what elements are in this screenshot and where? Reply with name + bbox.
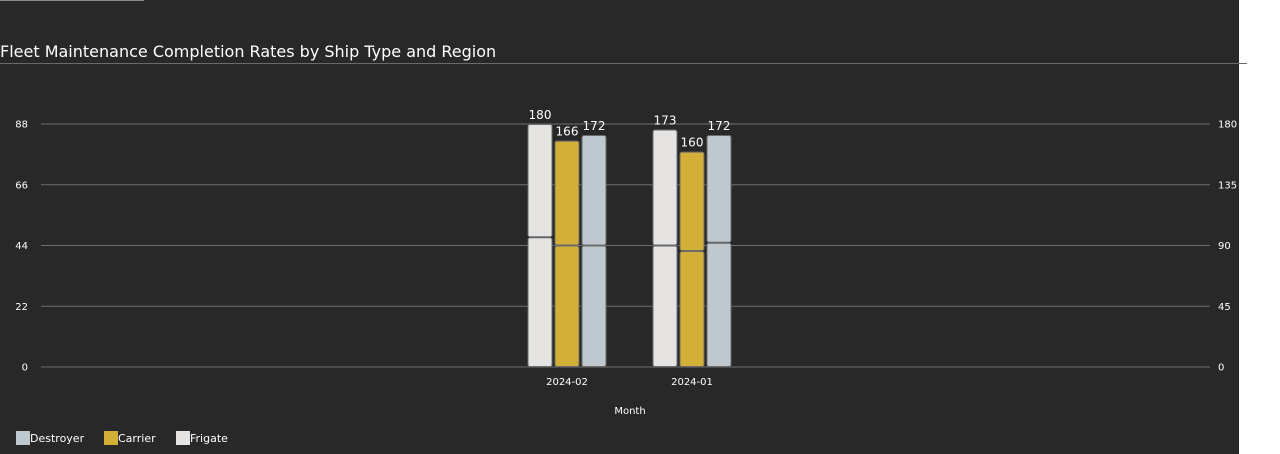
legend-label-destroyer: Destroyer [30,431,85,445]
bar-total-label: 160 [681,136,704,150]
bar-total-label: 172 [708,119,731,133]
tab-underline [0,0,144,1]
bar-segment [581,245,607,367]
x-axis-title: Month [614,406,645,417]
legend-swatch-destroyer [16,431,30,445]
title-divider [0,63,1239,64]
bar-segment [527,124,553,238]
legend-label-carrier: Carrier [118,431,156,445]
bar-segment [554,245,580,367]
legend-item-frigate[interactable]: Frigate [176,431,228,445]
y-tick-label-right: 90 [1218,241,1231,252]
legend-swatch-frigate [176,431,190,445]
legend-swatch-carrier [104,431,118,445]
y-tick-label-left: 66 [15,180,28,191]
bar-total-label: 166 [556,125,579,139]
y-tick-label-right: 180 [1218,120,1237,131]
y-tick-label-right: 0 [1218,363,1224,374]
bar-segment [554,140,580,246]
legend-item-destroyer[interactable]: Destroyer [16,431,84,445]
bar-segment [527,237,553,367]
bar-total-label: 180 [529,108,552,122]
bar-segment [581,135,607,246]
chart-title: Fleet Maintenance Completion Rates by Sh… [0,42,497,61]
chart-plot: 0 0 22 45 44 90 66 135 88 180 180 166 172 2024-02 173 1… [15,108,1237,417]
y-tick-label-left: 22 [15,302,28,313]
x-tick-label: 2024-01 [671,377,713,388]
bar-segment [652,129,678,246]
bar-segment [679,151,705,252]
x-tick-label: 2024-02 [546,377,588,388]
bar-segment [706,135,732,243]
y-tick-label-right: 135 [1218,180,1237,191]
y-tick-label-left: 44 [15,241,28,252]
legend-item-carrier[interactable]: Carrier [104,431,156,445]
bar-segment [652,245,678,367]
bar-segment [706,242,732,367]
y-tick-label-left: 88 [15,120,28,131]
legend-label-frigate: Frigate [190,431,228,445]
title-divider-tail [1239,63,1247,64]
bar-total-label: 172 [583,119,606,133]
chart-panel [0,0,1239,454]
bar-segment [679,251,705,367]
y-tick-label-right: 45 [1218,302,1231,313]
bar-total-label: 173 [654,114,677,128]
y-tick-label-left: 0 [22,363,28,374]
